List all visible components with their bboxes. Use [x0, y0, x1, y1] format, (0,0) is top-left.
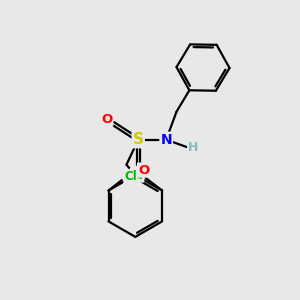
Text: O: O	[138, 164, 149, 176]
Text: H: H	[188, 141, 199, 154]
Text: Cl: Cl	[130, 169, 143, 182]
Text: N: N	[160, 133, 172, 147]
Text: O: O	[101, 112, 112, 126]
Text: S: S	[133, 132, 144, 147]
Text: Cl: Cl	[124, 170, 137, 183]
